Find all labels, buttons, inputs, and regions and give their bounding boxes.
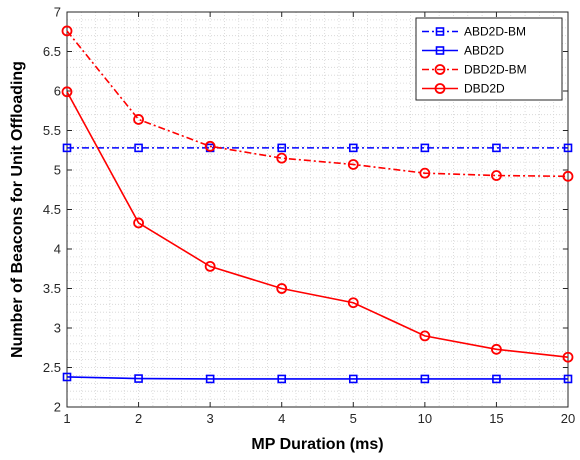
x-tick-label: 1 [63, 411, 70, 426]
y-tick-label: 2 [54, 400, 61, 415]
data-point-square [563, 143, 573, 153]
data-point-circle [491, 343, 502, 355]
data-point-square [277, 143, 287, 153]
data-point-square [420, 143, 430, 153]
x-tick-label: 10 [418, 411, 432, 426]
series-dbd2d [61, 86, 574, 363]
series-dbd2d-bm [61, 25, 574, 182]
x-tick-label: 4 [278, 411, 285, 426]
data-point-square [62, 143, 72, 153]
data-point-circle [347, 297, 359, 309]
data-point-square [205, 374, 215, 384]
x-tick-label: 5 [350, 411, 357, 426]
series-abd2d-bm [62, 143, 573, 153]
data-point-square [134, 374, 143, 383]
data-point-circle [419, 167, 431, 179]
legend-item-abd2d: ABD2D [422, 44, 504, 58]
y-tick-label: 3.5 [43, 281, 61, 296]
data-point-square [62, 372, 72, 382]
data-point-square [563, 374, 573, 384]
y-axis-title: Number of Beacons for Unit Offloading [9, 61, 26, 358]
series-group [61, 25, 574, 384]
y-tick-label: 4 [54, 242, 61, 257]
data-point-square [435, 46, 445, 55]
series-line-abd2d [66, 376, 568, 380]
x-tick-label: 15 [489, 411, 503, 426]
y-tick-label: 2.5 [43, 360, 61, 375]
x-tick-label: 2 [135, 411, 142, 426]
y-tick-label: 5.5 [43, 123, 61, 138]
data-point-circle [347, 159, 359, 170]
data-point-circle [434, 64, 446, 75]
data-point-circle [61, 86, 73, 98]
x-tick-label: 20 [561, 411, 575, 426]
y-tick-label: 3 [54, 321, 61, 336]
data-point-circle [419, 330, 431, 342]
data-point-square [435, 27, 445, 36]
x-tick-label: 3 [207, 411, 214, 426]
legend-item-abd2d-bm: ABD2D-BM [422, 25, 526, 39]
legend-label: DBD2D [464, 82, 505, 96]
legend-label: DBD2D-BM [464, 63, 527, 77]
data-point-circle [204, 140, 216, 152]
y-tick-label: 6 [54, 84, 61, 99]
data-point-square [420, 374, 430, 384]
legend: ABD2D-BM ABD2D DBD2D-BM DBD2D [415, 17, 563, 101]
data-point-circle [491, 170, 502, 181]
data-point-square [134, 143, 143, 153]
series-line-dbd2d [66, 91, 569, 359]
data-point-circle [61, 25, 73, 37]
data-point-square [348, 143, 358, 153]
series-line-dbd2d-bm [66, 30, 569, 178]
y-tick-label: 6.5 [43, 44, 61, 59]
data-point-circle [133, 114, 144, 125]
y-tick-label: 5 [54, 163, 61, 178]
data-point-circle [276, 283, 288, 294]
legend-item-dbd2d-bm: DBD2D-BM [422, 63, 527, 77]
data-point-circle [133, 217, 144, 229]
y-tick-label: 4.5 [43, 202, 61, 217]
data-point-square [277, 374, 287, 384]
data-point-circle [562, 170, 574, 182]
data-point-circle [204, 260, 216, 272]
data-point-circle [434, 83, 446, 94]
data-point-circle [562, 351, 574, 363]
data-point-square [348, 374, 358, 384]
x-axis-title: MP Duration (ms) [251, 436, 383, 453]
legend-item-dbd2d: DBD2D [422, 82, 505, 96]
legend-label: ABD2D [464, 44, 504, 58]
legend-label: ABD2D-BM [464, 25, 526, 39]
data-point-square [492, 374, 501, 384]
data-point-square [492, 143, 501, 153]
series-abd2d [62, 372, 573, 384]
data-point-circle [276, 152, 288, 164]
y-tick-label: 7 [54, 5, 61, 20]
